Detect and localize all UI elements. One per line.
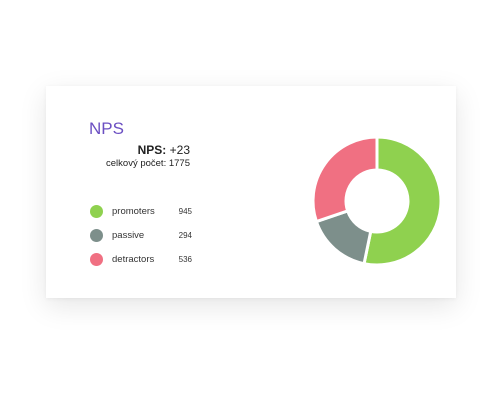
donut-slice-detractors[interactable] (311, 135, 379, 224)
chart-legend: promoters 945 passive 294 detractors 536 (90, 203, 200, 275)
total-count-label: celkový počet: (106, 158, 167, 169)
legend-label-promoters: promoters (112, 206, 155, 217)
donut-slice-promoters[interactable] (362, 135, 443, 267)
legend-value-detractors: 536 (178, 255, 192, 264)
legend-swatch-promoters (90, 205, 103, 218)
legend-value-passive: 294 (178, 231, 192, 240)
nps-card: NPS NPS: +23 celkový počet: 1775 promote… (46, 86, 456, 298)
nps-score: NPS: +23 (66, 143, 190, 157)
legend-value-promoters: 945 (178, 207, 192, 216)
legend-swatch-detractors (90, 253, 103, 266)
legend-item-passive[interactable]: passive 294 (90, 227, 200, 251)
nps-score-label: NPS: (137, 143, 167, 157)
nps-score-value: +23 (169, 143, 190, 157)
legend-swatch-passive (90, 229, 103, 242)
legend-label-detractors: detractors (112, 254, 155, 265)
total-count: celkový počet: 1775 (66, 158, 190, 169)
card-title: NPS (89, 119, 124, 138)
legend-item-promoters[interactable]: promoters 945 (90, 203, 200, 227)
legend-item-detractors[interactable]: detractors 536 (90, 251, 200, 275)
legend-label-passive: passive (112, 230, 145, 241)
nps-donut-chart (311, 135, 443, 267)
total-count-value: 1775 (168, 158, 190, 169)
